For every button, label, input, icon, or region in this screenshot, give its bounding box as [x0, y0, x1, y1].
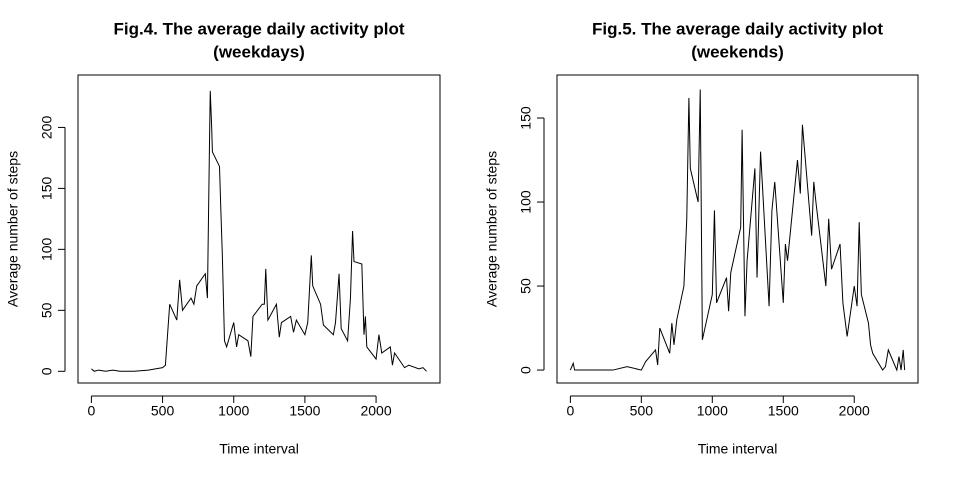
x-tick-label: 500: [151, 403, 175, 419]
chart-title: Fig.5. The average daily activity plot: [592, 19, 883, 38]
panel: Fig.4. The average daily activity plot (w…: [5, 19, 441, 457]
panel: Fig.5. The average daily activity plot (w…: [484, 19, 919, 457]
plot-box: [556, 74, 919, 384]
y-tick-label: 100: [518, 190, 534, 214]
x-axis-label: Time interval: [219, 441, 299, 457]
x-tick-label: 2000: [839, 403, 870, 419]
y-tick-label: 150: [518, 106, 534, 130]
y-tick-label: 200: [39, 116, 55, 140]
y-tick-label: 0: [39, 367, 55, 375]
y-tick-label: 50: [518, 278, 534, 294]
y-axis-label: Average number of steps: [5, 151, 21, 307]
chart-title: (weekdays): [213, 42, 305, 61]
y-tick-label: 100: [39, 237, 55, 261]
x-tick-label: 0: [88, 403, 96, 419]
chart-title: (weekends): [691, 42, 784, 61]
plot-box: [77, 74, 441, 384]
x-tick-label: 500: [630, 403, 654, 419]
y-axis-label: Average number of steps: [484, 151, 500, 307]
chart-title: Fig.4. The average daily activity plot: [114, 19, 405, 38]
x-tick-label: 1000: [697, 403, 728, 419]
data-line: [91, 90, 427, 372]
y-tick-label: 0: [518, 366, 534, 374]
x-tick-label: 1500: [768, 403, 799, 419]
x-tick-label: 1500: [289, 403, 320, 419]
x-axis-label: Time interval: [698, 441, 778, 457]
y-tick-label: 150: [39, 177, 55, 201]
x-tick-label: 0: [566, 403, 574, 419]
y-tick-label: 50: [39, 302, 55, 318]
data-line: [569, 89, 906, 372]
x-tick-label: 2000: [360, 403, 391, 419]
x-tick-label: 1000: [218, 403, 249, 419]
